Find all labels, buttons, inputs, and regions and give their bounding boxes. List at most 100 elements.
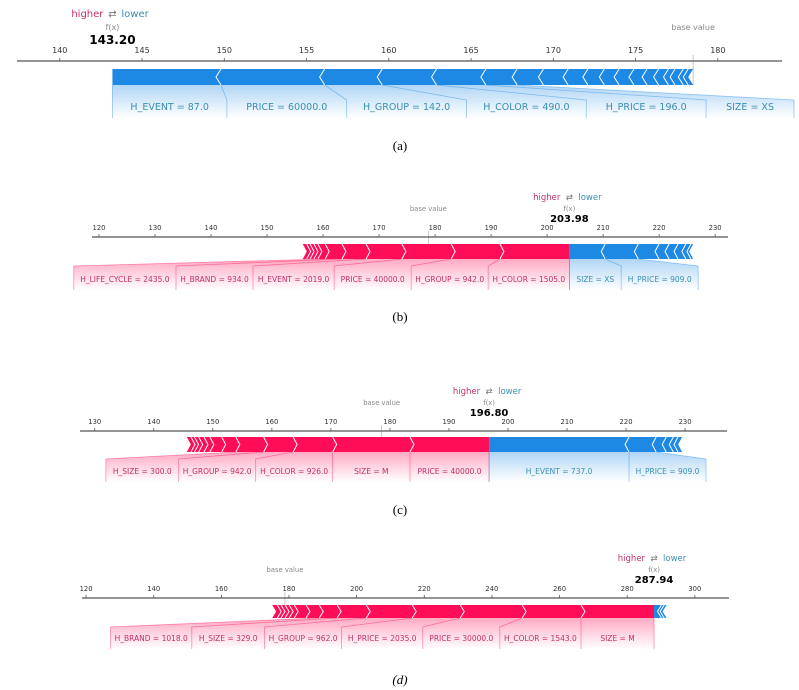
- segment-separator: [365, 604, 371, 619]
- x-tick-label: 170: [373, 224, 386, 232]
- positive-shap-segment: [263, 437, 298, 452]
- segment-separator: [221, 436, 227, 453]
- swap-arrows-icon: ⇄: [486, 387, 493, 397]
- feature-connector: [488, 259, 570, 290]
- segment-separator: [662, 68, 669, 86]
- feature-label: H_SIZE = 300.0: [113, 467, 172, 476]
- positive-shap-segment: [293, 437, 337, 452]
- negative-shap-segment: [377, 69, 437, 85]
- feature-label: H_EVENT = 737.0: [526, 467, 593, 476]
- x-tick-label: 160: [381, 46, 396, 55]
- negative-shap-segment: [614, 69, 634, 85]
- positive-shap-segment: [235, 437, 268, 452]
- negative-shap-segment: [563, 69, 588, 85]
- segment-separator: [292, 436, 298, 453]
- x-tick-label: 220: [653, 224, 666, 232]
- feature-label: H_PRICE = 909.0: [628, 275, 692, 284]
- feature-label: H_PRICE = 196.0: [606, 102, 687, 113]
- x-tick-label: 280: [621, 585, 634, 593]
- x-tick-label: 240: [485, 585, 498, 593]
- feature-connector-line: [110, 617, 320, 649]
- segment-separator: [430, 68, 437, 86]
- x-tick-label: 160: [317, 224, 330, 232]
- segment-separator: [409, 436, 415, 453]
- positive-shap-segment: [277, 605, 286, 618]
- segment-separator: [582, 68, 589, 86]
- segment-separator: [521, 604, 527, 619]
- negative-shap-segment: [431, 69, 486, 85]
- swap-arrows-icon: ⇄: [566, 193, 573, 203]
- positive-shap-segment: [325, 244, 346, 259]
- feature-connector: [605, 259, 699, 290]
- panel-caption: (d): [392, 672, 407, 687]
- feature-label: H_BRAND = 934.0: [180, 275, 249, 284]
- positive-shap-segment: [209, 437, 226, 452]
- feature-connector-line: [105, 451, 236, 482]
- x-tick-label: 130: [149, 224, 162, 232]
- negative-shap-segment: [654, 244, 670, 259]
- segment-separator: [480, 68, 487, 86]
- segment-separator: [318, 604, 324, 619]
- feature-connector: [252, 259, 402, 290]
- x-tick-label: 160: [265, 418, 278, 426]
- x-tick-label: 230: [709, 224, 722, 232]
- negative-shap-segment: [512, 69, 544, 85]
- feature-connector: [324, 85, 467, 118]
- feature-connector: [341, 618, 461, 649]
- feature-label: H_COLOR = 490.0: [483, 102, 569, 113]
- feature-label: PRICE = 40000.0: [341, 275, 405, 284]
- segment-separator: [511, 68, 518, 86]
- feature-connector: [191, 618, 367, 649]
- feature-connector: [569, 259, 622, 290]
- feature-label: SIZE = M: [600, 634, 634, 643]
- segment-separator: [450, 243, 456, 260]
- feature-label: SIZE = XS: [576, 275, 614, 284]
- x-tick-label: 180: [429, 224, 442, 232]
- feature-connector: [112, 85, 227, 118]
- fx-value: 203.98: [550, 214, 589, 225]
- higher-label: higher: [533, 193, 561, 203]
- feature-connector: [382, 85, 587, 118]
- x-tick-label: 140: [147, 418, 160, 426]
- x-tick-label: 180: [282, 585, 295, 593]
- feature-label: H_COLOR = 926.0: [260, 467, 328, 476]
- segment-separator: [209, 436, 215, 453]
- negative-shap-segment: [216, 69, 325, 85]
- fx-value: 287.94: [635, 575, 674, 586]
- feature-label: PRICE = 40000.0: [418, 467, 482, 476]
- fx-label: f(x): [106, 23, 120, 32]
- positive-shap-segment: [366, 605, 417, 618]
- negative-shap-segment: [654, 605, 662, 618]
- segment-separator: [633, 243, 639, 260]
- fx-label: f(x): [564, 205, 576, 213]
- positive-shap-segment: [221, 437, 240, 452]
- positive-shap-segment: [190, 437, 199, 452]
- segment-separator: [673, 436, 679, 453]
- segment-separator: [235, 436, 241, 453]
- feature-label: H_LIFE_CYCLE = 2435.0: [80, 275, 170, 284]
- higher-label: higher: [618, 554, 646, 564]
- negative-shap-segment: [112, 69, 221, 85]
- segment-separator: [263, 436, 269, 453]
- feature-label: SIZE = M: [354, 467, 388, 476]
- x-tick-label: 210: [597, 224, 610, 232]
- feature-connector: [73, 259, 342, 290]
- lower-label: lower: [578, 193, 602, 203]
- segment-separator: [562, 68, 569, 86]
- negative-shap-segment: [670, 69, 684, 85]
- x-tick-label: 190: [442, 418, 455, 426]
- x-tick-label: 165: [463, 46, 478, 55]
- feature-label: H_PRICE = 909.0: [636, 467, 700, 476]
- segment-separator: [669, 68, 676, 86]
- feature-label: H_GROUP = 942.0: [183, 467, 252, 476]
- segment-separator: [280, 604, 286, 619]
- negative-shap-segment: [657, 605, 665, 618]
- x-tick-label: 130: [88, 418, 101, 426]
- x-tick-label: 180: [710, 46, 725, 55]
- positive-shap-segment: [294, 605, 311, 618]
- segment-separator: [284, 604, 290, 619]
- feature-label: PRICE = 60000.0: [246, 102, 327, 113]
- segment-separator: [651, 436, 657, 453]
